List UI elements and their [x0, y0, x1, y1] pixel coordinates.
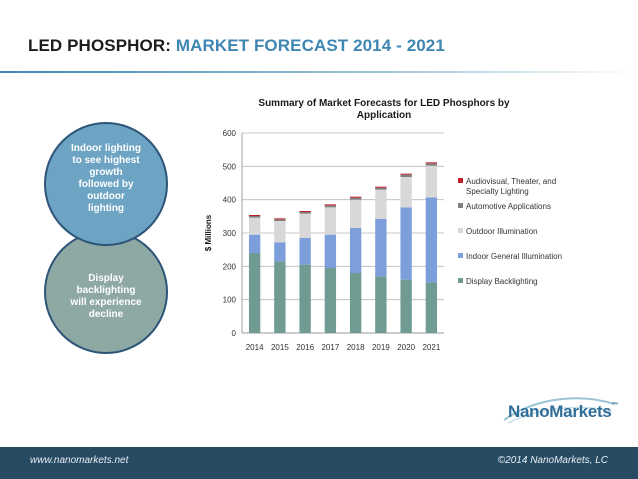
logo-trademark: ™ [611, 402, 619, 409]
bar-segment-outdoor-illumination [248, 217, 261, 235]
legend-label: Audiovisual, Theater, and [466, 177, 556, 186]
slide-title-prefix: LED PHOSPHOR: [28, 36, 171, 55]
market-forecast-chart: Summary of Market Forecasts for LED Phos… [204, 98, 562, 352]
bar-segment-outdoor-illumination [274, 221, 286, 243]
bar-segment-audiovisual-theater-and-specialty-lighting [349, 196, 362, 198]
legend-label: Display Backlighting [466, 277, 538, 286]
bar-segment-outdoor-illumination [349, 199, 362, 228]
legend-swatch-audiovisual-theater-and-specialty-lighting [458, 178, 463, 183]
legend-swatch-indoor-general-illumination [458, 253, 463, 258]
y-tick-label: 100 [223, 296, 237, 305]
x-tick-label: 2014 [246, 343, 264, 352]
bar-segment-audiovisual-theater-and-specialty-lighting [400, 173, 412, 175]
bar-segment-outdoor-illumination [375, 189, 387, 219]
bar-segment-automotive-applications [425, 163, 438, 166]
bar-segment-automotive-applications [324, 205, 337, 208]
bar-segment-indoor-general-illumination [248, 234, 261, 253]
indoor-growth-bubble: Indoor lighting to see highest growth fo… [44, 122, 168, 246]
display-decline-text: Display backlighting will experience dec… [70, 273, 142, 320]
bar-segment-automotive-applications [349, 197, 362, 200]
bar-segment-display-backlighting [425, 282, 438, 333]
legend-swatch-automotive-applications [458, 203, 463, 208]
footer-bar: www.nanomarkets.net ©2014 NanoMarkets, L… [0, 447, 638, 479]
legend-label: Specialty Lighting [466, 187, 529, 196]
bar-segment-audiovisual-theater-and-specialty-lighting [299, 211, 311, 212]
nanomarkets-logo-swoosh [503, 397, 615, 424]
bar-segment-display-backlighting [400, 279, 412, 333]
bar-segment-indoor-general-illumination [400, 207, 412, 280]
y-tick-label: 0 [232, 329, 237, 338]
bar-segment-display-backlighting [375, 276, 387, 333]
bar-segment-display-backlighting [248, 253, 261, 333]
x-tick-label: 2015 [271, 343, 289, 352]
y-axis-label: $ Millions [204, 214, 213, 251]
x-tick-label: 2020 [397, 343, 415, 352]
y-tick-label: 400 [223, 196, 237, 205]
indoor-growth-text: Indoor lighting to see highest growth fo… [71, 143, 141, 214]
bar-segment-indoor-general-illumination [274, 242, 286, 262]
bar-segment-outdoor-illumination [400, 177, 412, 208]
bar-segment-audiovisual-theater-and-specialty-lighting [248, 215, 261, 216]
display-decline-bubble: Display backlighting will experience dec… [44, 230, 168, 354]
bar-segment-display-backlighting [299, 264, 311, 333]
bar-segment-audiovisual-theater-and-specialty-lighting [324, 204, 337, 206]
chart-title-line: Summary of Market Forecasts for LED Phos… [258, 98, 510, 109]
bar-segment-indoor-general-illumination [375, 219, 387, 277]
nanomarkets-logo: NanoMarkets™ [508, 402, 618, 422]
footer-website: www.nanomarkets.net [30, 455, 129, 466]
slide-title-suffix: MARKET FORECAST 2014 - 2021 [175, 36, 445, 55]
bar-segment-automotive-applications [375, 187, 387, 190]
x-tick-label: 2017 [321, 343, 339, 352]
slide-title: LED PHOSPHOR: MARKET FORECAST 2014 - 202… [28, 36, 445, 56]
title-divider [0, 71, 638, 73]
x-tick-label: 2019 [372, 343, 390, 352]
bar-segment-outdoor-illumination [425, 165, 438, 198]
bar-segment-indoor-general-illumination [299, 238, 311, 265]
legend-label: Outdoor Illumination [466, 227, 538, 236]
x-tick-label: 2018 [347, 343, 365, 352]
bar-segment-audiovisual-theater-and-specialty-lighting [425, 162, 438, 164]
bar-segment-indoor-general-illumination [425, 197, 438, 283]
bar-segment-automotive-applications [274, 219, 286, 221]
y-tick-label: 200 [223, 262, 237, 271]
bar-segment-automotive-applications [299, 212, 311, 214]
bar-segment-indoor-general-illumination [349, 228, 362, 273]
bar-segment-audiovisual-theater-and-specialty-lighting [274, 218, 286, 220]
bar-segment-display-backlighting [349, 273, 362, 333]
chart-title-line: Application [357, 110, 411, 121]
bar-segment-display-backlighting [324, 268, 337, 333]
y-tick-label: 600 [223, 129, 237, 138]
legend-swatch-display-backlighting [458, 278, 463, 283]
legend-label: Automotive Applications [466, 202, 551, 211]
x-tick-label: 2016 [296, 343, 314, 352]
y-tick-label: 500 [223, 162, 237, 171]
legend-swatch-outdoor-illumination [458, 228, 463, 233]
bar-segment-automotive-applications [400, 174, 412, 177]
y-tick-label: 300 [223, 229, 237, 238]
bar-segment-outdoor-illumination [299, 213, 311, 238]
footer-copyright: ©2014 NanoMarkets, LC [497, 455, 608, 466]
bar-segment-outdoor-illumination [324, 207, 337, 235]
x-tick-label: 2021 [422, 343, 440, 352]
logo-text: NanoMarkets [508, 402, 612, 421]
bar-segment-indoor-general-illumination [324, 234, 337, 268]
bar-segment-audiovisual-theater-and-specialty-lighting [375, 186, 387, 188]
bar-segment-display-backlighting [274, 261, 286, 333]
legend-label: Indoor General Illumination [466, 252, 562, 261]
bar-segment-automotive-applications [248, 216, 261, 218]
